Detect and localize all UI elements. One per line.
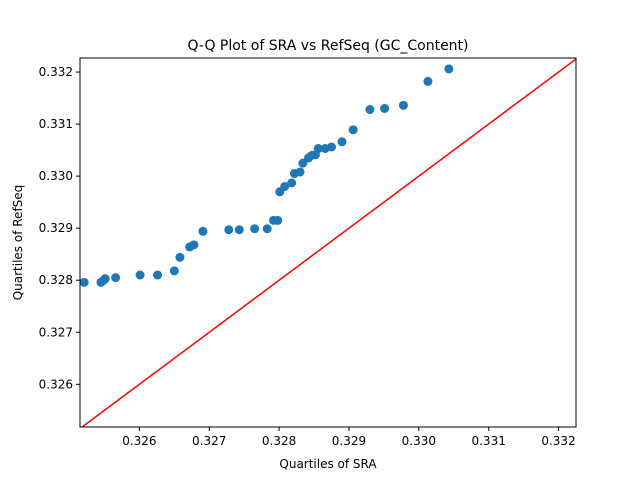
x-tick-label-0: 0.326 [122,434,156,448]
x-tick-label-4: 0.330 [402,434,436,448]
data-point-32 [365,105,375,115]
data-point-36 [444,64,454,74]
data-point-7 [169,266,179,276]
data-point-10 [189,240,199,250]
y-axis-label: Quartiles of RefSeq [11,185,25,301]
y-tick-label-3: 0.329 [39,221,73,235]
data-point-12 [224,225,234,235]
data-point-34 [398,100,408,110]
y-tick-label-1: 0.327 [39,325,73,339]
reference-line [80,58,576,427]
data-point-33 [380,103,390,113]
data-point-29 [326,142,336,152]
x-tick-label-3: 0.329 [332,434,366,448]
x-tick-label-6: 0.332 [541,434,575,448]
plot-area [80,58,576,427]
data-point-6 [153,270,163,280]
data-point-19 [280,182,290,192]
data-point-15 [262,224,272,234]
x-tick-label-1: 0.327 [192,434,226,448]
y-tick-label-4: 0.330 [39,169,73,183]
y-tick-label-0: 0.326 [39,377,73,391]
data-point-13 [234,225,244,235]
data-point-17 [273,215,283,225]
data-point-22 [295,167,305,177]
chart-title: Q-Q Plot of SRA vs RefSeq (GC_Content) [187,38,468,54]
data-point-14 [250,224,260,234]
axes: 0.326 0.327 0.328 0.329 0.330 0.331 0.332 0.326… [39,65,576,448]
data-point-8 [175,252,185,262]
data-point-31 [348,125,358,135]
y-tick-label-5: 0.331 [39,117,73,131]
data-point-0 [80,277,89,287]
data-point-5 [135,270,145,280]
data-point-20 [287,178,297,188]
data-point-27 [313,144,323,154]
data-point-11 [198,226,208,236]
x-axis-label: Quartiles of SRA [279,457,377,471]
data-point-35 [423,76,433,86]
y-tick-label-6: 0.332 [39,65,73,79]
plot-frame [79,57,577,428]
y-tick-label-2: 0.328 [39,273,73,287]
x-tick-label-5: 0.331 [471,434,505,448]
x-tick-label-2: 0.328 [262,434,296,448]
data-point-3 [100,274,110,284]
data-point-30 [337,137,347,147]
data-point-4 [111,273,121,283]
